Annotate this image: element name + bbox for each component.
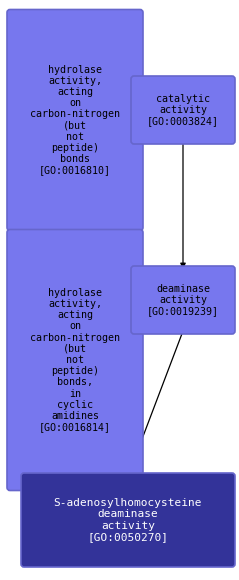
Text: hydrolase
activity,
acting
on
carbon-nitrogen
(but
not
peptide)
bonds
[GO:001681: hydrolase activity, acting on carbon-nit… <box>30 64 120 175</box>
FancyBboxPatch shape <box>7 9 143 230</box>
FancyBboxPatch shape <box>131 76 235 144</box>
FancyBboxPatch shape <box>131 266 235 334</box>
FancyBboxPatch shape <box>7 230 143 491</box>
Text: S-adenosylhomocysteine
deaminase
activity
[GO:0050270]: S-adenosylhomocysteine deaminase activit… <box>54 498 202 542</box>
Text: hydrolase
activity,
acting
on
carbon-nitrogen
(but
not
peptide)
bonds,
in
cyclic: hydrolase activity, acting on carbon-nit… <box>30 288 120 432</box>
FancyBboxPatch shape <box>21 473 235 567</box>
Text: deaminase
activity
[GO:0019239]: deaminase activity [GO:0019239] <box>147 284 219 316</box>
Text: catalytic
activity
[GO:0003824]: catalytic activity [GO:0003824] <box>147 94 219 126</box>
